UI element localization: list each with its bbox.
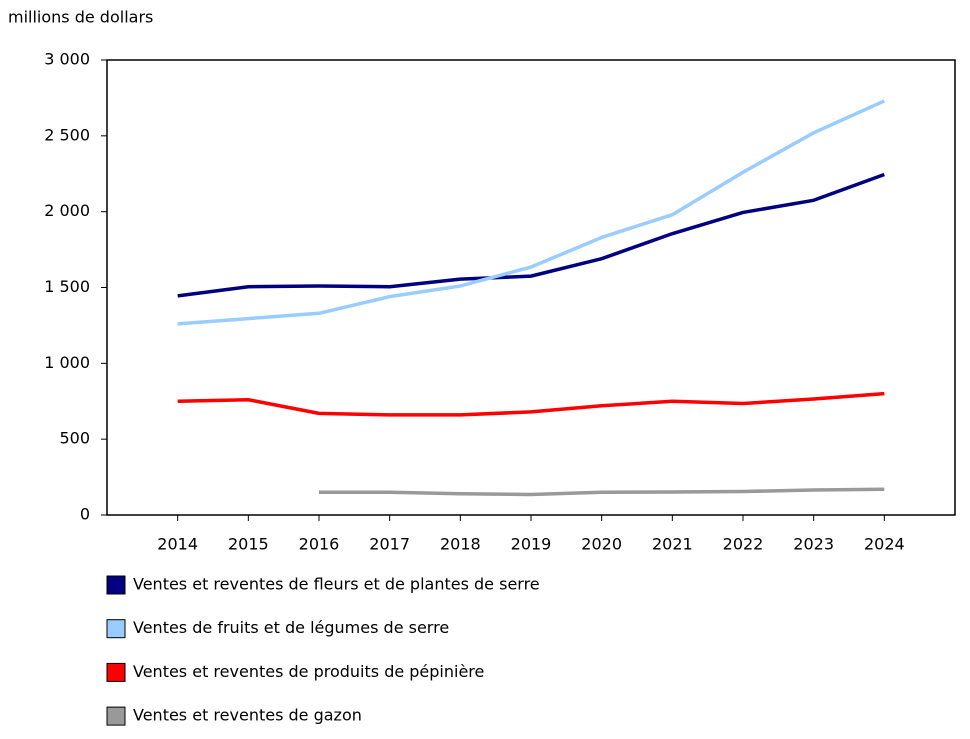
y-tick-label: 500 [59, 429, 90, 448]
series-line [177, 99, 886, 326]
x-tick-label: 2018 [440, 535, 481, 554]
legend-swatch [106, 706, 126, 726]
y-tick-label: 2 500 [44, 125, 90, 144]
y-tick-label: 2 000 [44, 201, 90, 220]
x-tick-label: 2019 [511, 535, 552, 554]
x-tick-label: 2022 [723, 535, 764, 554]
x-tick-label: 2021 [652, 535, 693, 554]
y-axis-label: millions de dollars [8, 8, 153, 27]
legend-label: Ventes et reventes de produits de pépini… [133, 662, 484, 681]
series-line [319, 487, 885, 497]
x-tick-label: 2024 [864, 535, 905, 554]
legend-label: Ventes et reventes de gazon [133, 706, 362, 725]
legend-swatch [106, 662, 126, 682]
legend-swatch [106, 619, 126, 639]
y-tick-label: 0 [80, 505, 90, 524]
x-tick-label: 2016 [299, 535, 340, 554]
legend-label: Ventes et reventes de fleurs et de plant… [133, 575, 540, 594]
x-tick-label: 2023 [793, 535, 834, 554]
series-line [177, 391, 885, 417]
x-tick-label: 2015 [228, 535, 269, 554]
x-tick-label: 2014 [157, 535, 198, 554]
x-tick-label: 2017 [369, 535, 410, 554]
legend-swatch [106, 575, 126, 595]
y-tick-label: 3 000 [44, 50, 90, 69]
y-tick-label: 1 500 [44, 277, 90, 296]
x-tick-label: 2020 [581, 535, 622, 554]
series-line [177, 172, 885, 298]
y-tick-label: 1 000 [44, 353, 90, 372]
legend-label: Ventes de fruits et de légumes de serre [133, 618, 449, 637]
